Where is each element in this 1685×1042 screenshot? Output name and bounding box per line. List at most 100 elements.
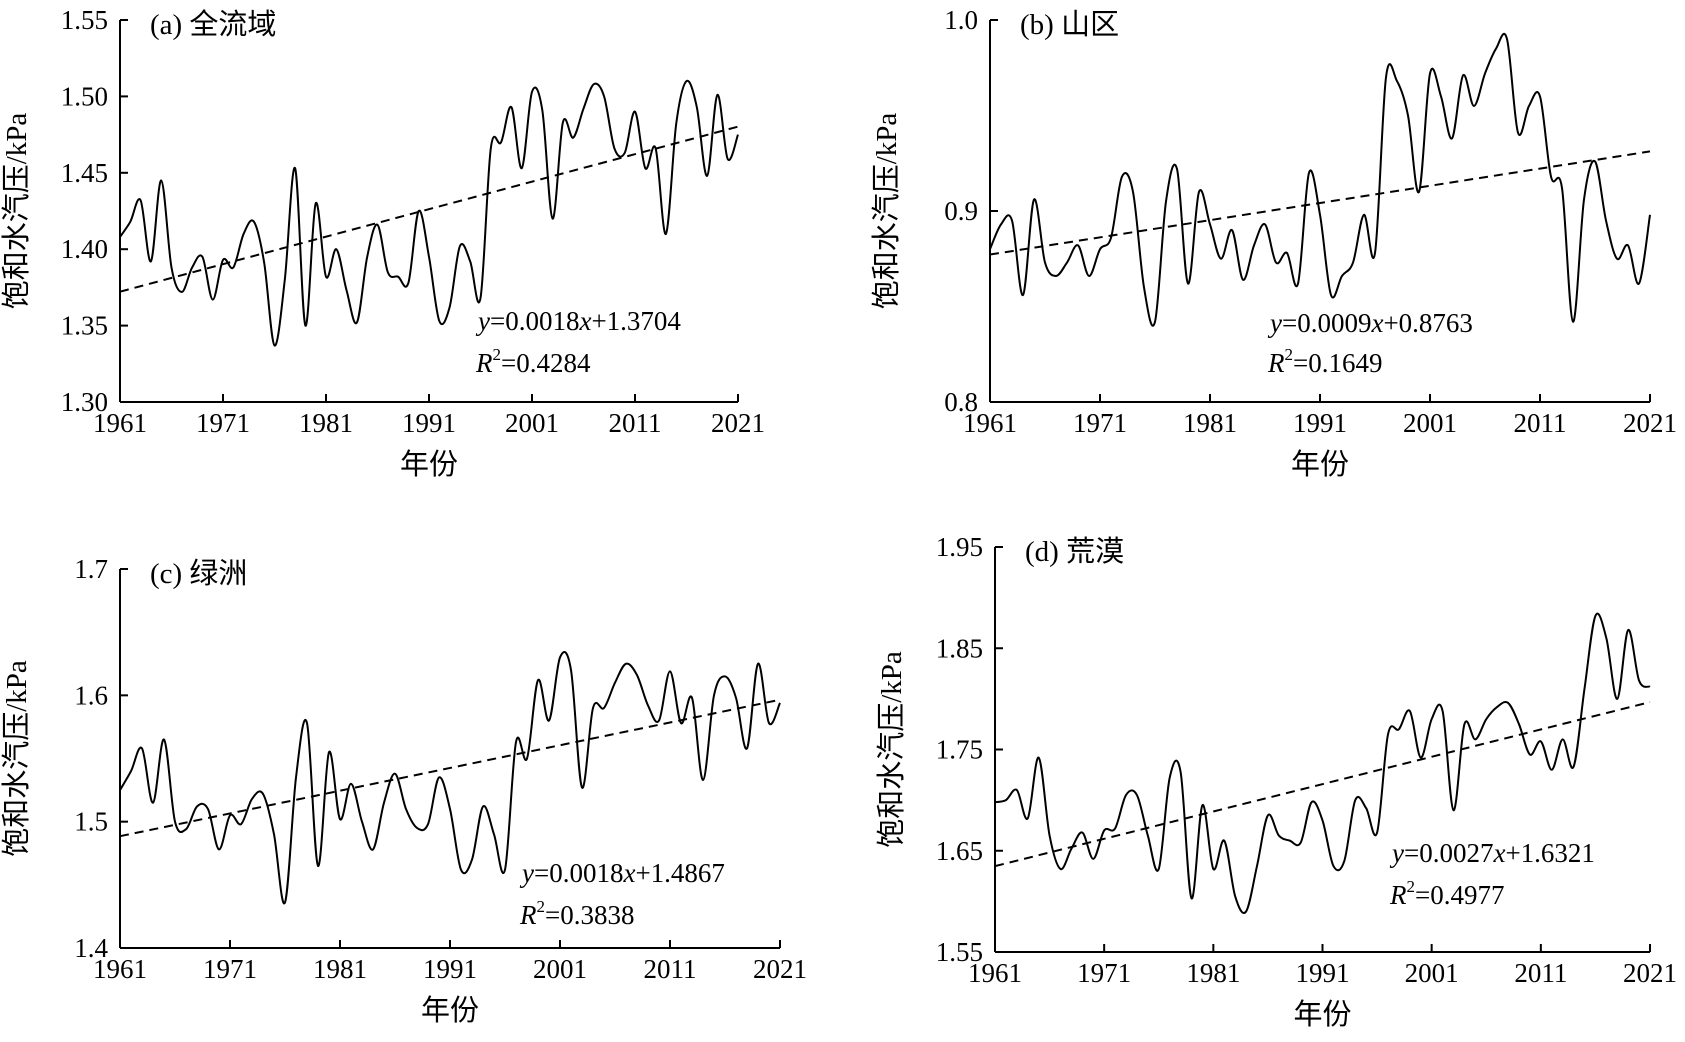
data-point	[1429, 72, 1431, 74]
data-point	[1055, 275, 1057, 277]
data-point	[284, 279, 286, 281]
x-tick-label: 1961	[93, 954, 147, 984]
data-point	[1168, 777, 1170, 779]
data-point	[253, 221, 255, 223]
data-point	[1561, 187, 1563, 189]
data-point	[526, 757, 528, 759]
data-point	[1616, 698, 1618, 700]
data-point	[1365, 807, 1367, 809]
y-axis-title: 饱和水汽压/kPa	[875, 651, 908, 848]
data-point	[603, 707, 605, 709]
data-point	[232, 266, 234, 268]
data-point	[1088, 275, 1090, 277]
data-point	[654, 147, 656, 149]
series-line	[989, 32, 1651, 327]
data-point	[1264, 223, 1266, 225]
panel-label: (d) 荒漠	[1025, 535, 1124, 568]
data-point	[1627, 244, 1629, 246]
data-point	[170, 266, 172, 268]
panel-label: (a) 全流域	[150, 8, 276, 41]
data-point	[218, 848, 220, 850]
x-tick-label: 2001	[505, 408, 559, 438]
data-point	[1463, 723, 1465, 725]
y-tick-label: 1.6	[74, 680, 108, 710]
data-point	[304, 324, 306, 326]
data-point	[696, 106, 698, 108]
data-point	[1077, 244, 1079, 246]
data-point	[191, 266, 193, 268]
data-point	[262, 793, 264, 795]
data-point	[1114, 827, 1116, 829]
r-squared-label: R2=0.1649	[1267, 345, 1382, 378]
x-tick-label: 1981	[299, 408, 353, 438]
data-point	[1299, 841, 1301, 843]
data-point	[724, 675, 726, 677]
data-point	[1517, 131, 1519, 133]
data-point	[1253, 244, 1255, 246]
data-point	[251, 798, 253, 800]
data-point	[551, 217, 553, 219]
data-point	[737, 133, 739, 135]
data-point	[559, 656, 561, 658]
data-point	[647, 704, 649, 706]
trend-line	[119, 698, 781, 838]
y-tick-label: 1.35	[61, 311, 108, 341]
data-point	[383, 802, 385, 804]
data-point	[1110, 237, 1112, 239]
data-point	[1572, 766, 1574, 768]
data-point	[779, 702, 781, 704]
series-line	[994, 612, 1651, 914]
data-point	[1409, 710, 1411, 712]
data-point	[713, 694, 715, 696]
data-point	[229, 814, 231, 816]
data-point	[479, 297, 481, 299]
data-point	[160, 179, 162, 181]
data-point	[582, 107, 584, 109]
data-point	[416, 827, 418, 829]
data-point	[1496, 706, 1498, 708]
data-point	[1528, 105, 1530, 107]
data-point	[119, 789, 121, 791]
data-point	[284, 901, 286, 903]
data-point	[727, 158, 729, 160]
data-point	[273, 344, 275, 346]
data-point	[449, 808, 451, 810]
data-point	[1583, 688, 1585, 690]
data-point	[1374, 252, 1376, 254]
data-point	[242, 233, 244, 235]
data-point	[675, 123, 677, 125]
data-point	[366, 256, 368, 258]
data-point	[1289, 839, 1291, 841]
x-tick-label: 1991	[1296, 958, 1350, 988]
x-tick-label: 2021	[753, 954, 807, 984]
data-point	[469, 260, 471, 262]
data-point	[273, 833, 275, 835]
data-point	[1550, 175, 1552, 177]
y-tick-label: 1.55	[936, 937, 983, 967]
data-point	[521, 167, 523, 169]
data-point	[490, 147, 492, 149]
data-point	[471, 858, 473, 860]
data-point	[1027, 817, 1029, 819]
y-tick-label: 1.30	[61, 387, 108, 417]
data-point	[735, 697, 737, 699]
data-point	[1048, 834, 1050, 836]
data-point	[1121, 175, 1123, 177]
data-point	[201, 256, 203, 258]
data-point	[1037, 756, 1039, 758]
data-point	[541, 109, 543, 111]
data-point	[1440, 95, 1442, 97]
data-point	[1143, 286, 1145, 288]
data-point	[1321, 819, 1323, 821]
data-point	[1267, 814, 1269, 816]
data-point	[1485, 718, 1487, 720]
data-point	[306, 722, 308, 724]
data-point	[1332, 865, 1334, 867]
data-point	[325, 276, 327, 278]
data-point	[1099, 248, 1101, 250]
data-point	[1398, 728, 1400, 730]
y-tick-label: 1.75	[936, 735, 983, 765]
trend-line	[989, 150, 1651, 256]
data-point	[1125, 794, 1127, 796]
data-point	[460, 868, 462, 870]
